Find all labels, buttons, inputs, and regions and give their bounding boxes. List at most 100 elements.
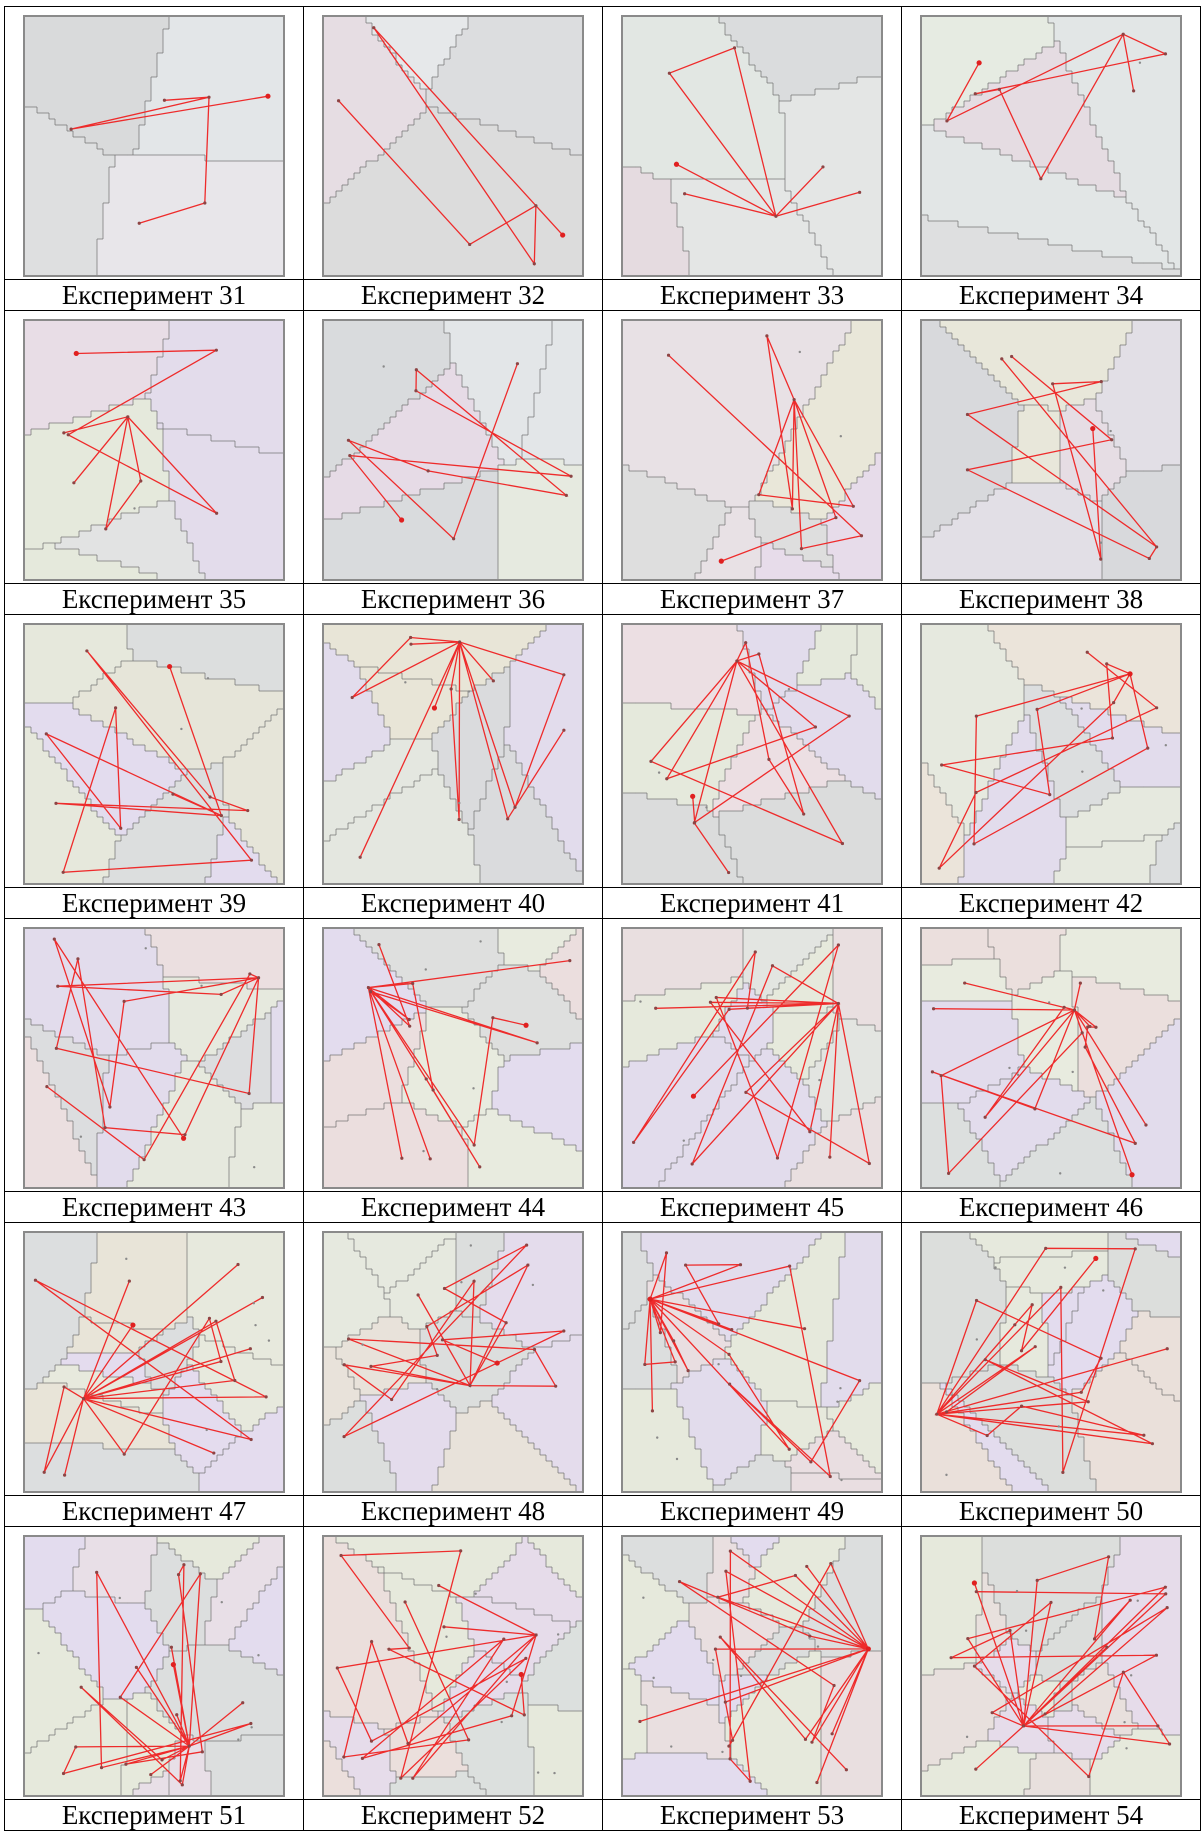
node-marker — [524, 1656, 527, 1659]
depot-marker — [1127, 671, 1132, 676]
node-marker — [339, 1553, 342, 1556]
node-marker — [808, 1130, 811, 1133]
node-marker — [347, 438, 350, 441]
node-marker — [562, 1329, 565, 1332]
experiment-image-cell — [603, 615, 902, 888]
point-marker — [80, 1135, 82, 1137]
region-layer — [25, 625, 283, 883]
point-marker — [200, 984, 202, 986]
point-marker — [404, 681, 406, 683]
node-marker — [1134, 1247, 1137, 1250]
node-marker — [727, 1744, 730, 1747]
node-marker — [417, 1293, 420, 1296]
node-marker — [257, 976, 260, 979]
node-marker — [672, 1339, 675, 1342]
point-marker — [1165, 743, 1167, 745]
node-marker — [562, 728, 565, 731]
node-marker — [868, 1161, 871, 1164]
region-layer — [623, 1537, 881, 1795]
node-marker — [406, 1741, 409, 1744]
node-marker — [343, 1363, 346, 1366]
node-marker — [683, 192, 686, 195]
node-marker — [1122, 1670, 1125, 1673]
experiment-caption: Експеримент 32 — [304, 280, 603, 311]
node-marker — [533, 262, 536, 265]
experiment-caption: Експеримент 36 — [304, 584, 603, 615]
point-marker — [670, 1745, 672, 1747]
route-region-map — [324, 1233, 582, 1491]
experiment-image-cell — [5, 7, 304, 280]
route-region-map — [623, 17, 881, 275]
depot-marker — [977, 60, 982, 65]
node-marker — [1022, 1724, 1025, 1727]
experiment-caption: Експеримент 35 — [5, 584, 304, 615]
node-marker — [735, 659, 738, 662]
node-marker — [1142, 1433, 1145, 1436]
point-marker — [445, 1635, 447, 1637]
node-marker — [940, 763, 943, 766]
point-marker — [205, 1428, 207, 1430]
node-marker — [215, 511, 218, 514]
node-marker — [177, 1573, 180, 1576]
region-layer — [324, 1233, 582, 1491]
experiment-image-cell — [902, 1527, 1201, 1800]
node-marker — [649, 759, 652, 762]
node-marker — [562, 673, 565, 676]
node-marker — [214, 1319, 217, 1322]
point-marker — [237, 1738, 239, 1740]
node-marker — [1132, 89, 1135, 92]
experiment-image-cell — [5, 919, 304, 1192]
node-marker — [468, 1383, 471, 1386]
node-marker — [82, 1396, 85, 1399]
node-marker — [1099, 1356, 1102, 1359]
node-marker — [220, 813, 223, 816]
node-marker — [729, 1757, 732, 1760]
node-marker — [265, 1395, 268, 1398]
experiment-image-cell — [304, 1527, 603, 1800]
region-layer — [922, 321, 1180, 579]
node-marker — [215, 348, 218, 351]
depot-marker — [523, 1022, 528, 1027]
node-marker — [569, 474, 572, 477]
point-marker — [532, 1283, 534, 1285]
experiment-caption: Експеримент 54 — [902, 1800, 1201, 1831]
experiment-caption: Експеримент 51 — [5, 1800, 304, 1831]
node-marker — [1087, 1774, 1090, 1777]
point-marker — [705, 806, 707, 808]
depot-marker — [181, 1135, 186, 1140]
node-marker — [804, 1737, 807, 1740]
point-marker — [712, 1658, 714, 1660]
node-marker — [249, 1347, 252, 1350]
point-marker — [133, 507, 135, 509]
region-layer — [324, 625, 582, 883]
node-marker — [791, 507, 794, 510]
node-marker — [803, 1327, 806, 1330]
node-marker — [534, 204, 537, 207]
experiment-plot — [920, 623, 1182, 885]
experiment-plot — [621, 927, 883, 1189]
node-marker — [935, 1412, 938, 1415]
point-marker — [740, 1674, 742, 1676]
node-marker — [390, 1397, 393, 1400]
node-marker — [458, 817, 461, 820]
point-marker — [1059, 1172, 1061, 1174]
point-marker — [658, 771, 660, 773]
route-region-map — [623, 321, 881, 579]
node-marker — [203, 201, 206, 204]
point-marker — [639, 1000, 641, 1002]
node-marker — [219, 1359, 222, 1362]
node-marker — [1063, 1005, 1066, 1008]
point-marker — [253, 1165, 255, 1167]
node-marker — [504, 1321, 507, 1324]
node-marker — [814, 725, 817, 728]
node-marker — [208, 1316, 211, 1319]
node-marker — [95, 1570, 98, 1573]
node-marker — [715, 995, 718, 998]
region-layer — [922, 1233, 1180, 1491]
experiment-image-cell — [902, 615, 1201, 888]
experiment-image-cell — [304, 919, 603, 1192]
point-marker — [788, 687, 790, 689]
point-marker — [268, 1339, 270, 1341]
experiment-plot — [621, 15, 883, 277]
